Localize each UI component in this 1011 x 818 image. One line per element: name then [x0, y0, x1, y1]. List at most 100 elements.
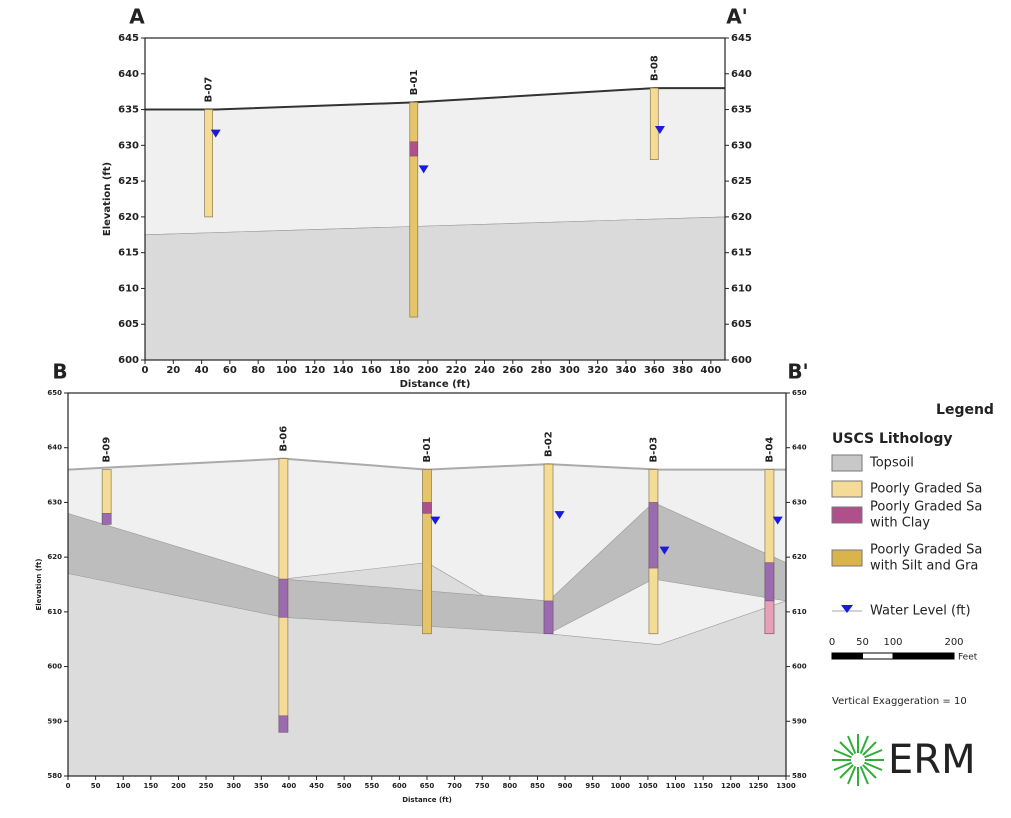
y-axis-label: Elevation (ft): [102, 162, 113, 236]
water-level: [772, 516, 783, 525]
y-tick-label: 580: [47, 772, 62, 780]
y-tick-label-right: 600: [731, 355, 752, 366]
x-tick-label: 50: [91, 782, 101, 790]
lithology-interval: [764, 600, 775, 634]
x-tick-label: 150: [144, 782, 159, 790]
x-tick-label: 340: [616, 365, 637, 376]
legend-label: Water Level (ft): [870, 604, 971, 619]
borehole: [649, 87, 659, 160]
lithology-interval: [764, 562, 775, 602]
vertical-exaggeration: Vertical Exaggeration = 10: [832, 696, 967, 707]
y-tick-label: 650: [47, 389, 62, 397]
water-level: [654, 126, 665, 135]
borehole: [204, 109, 214, 218]
x-tick-label: 300: [226, 782, 241, 790]
x-tick-label: 1250: [749, 782, 769, 790]
x-tick-label: 1050: [638, 782, 658, 790]
y-tick-label-right: 580: [792, 772, 807, 780]
y-tick-label-right: 645: [731, 33, 752, 44]
x-tick-label: 1150: [693, 782, 713, 790]
borehole-name: B-04: [764, 437, 775, 463]
y-tick-label-right: 640: [792, 444, 807, 452]
x-tick-label: 0: [66, 782, 71, 790]
x-tick-label: 1100: [666, 782, 686, 790]
lithology-interval: [543, 600, 554, 634]
y-tick-label-right: 615: [731, 248, 752, 259]
x-tick-label: 850: [530, 782, 545, 790]
water-level: [430, 516, 441, 525]
y-tick-label: 630: [118, 140, 139, 151]
section-label: B': [787, 360, 808, 384]
borehole-name: B-01: [422, 437, 433, 463]
legend-subtitle: USCS Lithology: [832, 431, 953, 447]
borehole-name: B-02: [544, 431, 555, 457]
scale-bar-segment: [831, 652, 863, 660]
legend-label: with Silt and Gra: [870, 559, 978, 574]
scale-bar-segment: [862, 652, 894, 660]
x-tick-label: 140: [333, 365, 354, 376]
borehole-name: B-03: [648, 437, 659, 463]
y-tick-label: 635: [118, 105, 139, 116]
x-tick-label: 550: [364, 782, 379, 790]
y-tick-label-right: 640: [731, 69, 752, 80]
legend-label: Poorly Graded Sa: [870, 482, 982, 497]
logo-text: ERM: [888, 737, 976, 783]
y-axis-label: Elevation (ft): [35, 559, 43, 611]
x-tick-label: 240: [474, 365, 495, 376]
x-tick-label: 950: [585, 782, 600, 790]
x-tick-label: 900: [558, 782, 573, 790]
water-level: [418, 165, 429, 174]
x-tick-label: 350: [254, 782, 269, 790]
x-tick-label: 260: [502, 365, 523, 376]
lithology-interval: [422, 502, 432, 514]
y-tick-label: 625: [118, 176, 139, 187]
section-label: B: [52, 360, 67, 384]
scale-bar-label: 50: [856, 637, 869, 648]
borehole-name: B-09: [102, 437, 113, 463]
x-tick-label: 120: [304, 365, 325, 376]
y-tick-label: 645: [118, 33, 139, 44]
borehole-name: B-06: [278, 426, 289, 452]
y-tick-label-right: 600: [792, 663, 807, 671]
x-tick-label: 250: [199, 782, 214, 790]
scale-bar-unit: Feet: [958, 653, 978, 663]
x-tick-label: 380: [672, 365, 693, 376]
y-tick-label: 590: [47, 717, 62, 725]
x-tick-label: 100: [276, 365, 297, 376]
lithology-interval: [278, 715, 289, 733]
x-tick-label: 500: [337, 782, 352, 790]
plot-frame: [144, 37, 726, 361]
y-tick-label: 620: [118, 212, 139, 223]
x-tick-label: 180: [389, 365, 410, 376]
layer: [144, 87, 726, 236]
lithology-interval: [101, 513, 112, 525]
lithology-interval: [278, 578, 289, 618]
y-tick-label-right: 620: [731, 212, 752, 223]
x-axis-label: Distance (ft): [400, 379, 471, 390]
y-tick-label: 605: [118, 319, 139, 330]
borehole: [422, 469, 432, 635]
borehole-name: B-07: [204, 77, 215, 103]
y-tick-label: 610: [118, 283, 139, 294]
x-tick-label: 60: [223, 365, 237, 376]
x-tick-label: 280: [531, 365, 552, 376]
x-tick-label: 450: [309, 782, 324, 790]
section-label: A': [726, 5, 748, 29]
water-level: [554, 511, 565, 520]
y-tick-label-right: 605: [731, 319, 752, 330]
x-tick-label: 400: [700, 365, 721, 376]
legend-label: Poorly Graded Sa: [870, 543, 982, 558]
layer: [144, 216, 726, 361]
ground-surface: [67, 457, 786, 471]
y-tick-label-right: 630: [792, 498, 807, 506]
water-level: [659, 546, 670, 555]
y-tick-label: 620: [47, 553, 62, 561]
legend-swatch: [831, 480, 863, 498]
y-tick-label-right: 610: [792, 608, 807, 616]
x-tick-label: 750: [475, 782, 490, 790]
x-tick-label: 600: [392, 782, 407, 790]
legend-label: Topsoil: [869, 456, 914, 471]
x-tick-label: 160: [361, 365, 382, 376]
legend-water-symbol: [841, 605, 853, 613]
y-tick-label: 615: [118, 248, 139, 259]
